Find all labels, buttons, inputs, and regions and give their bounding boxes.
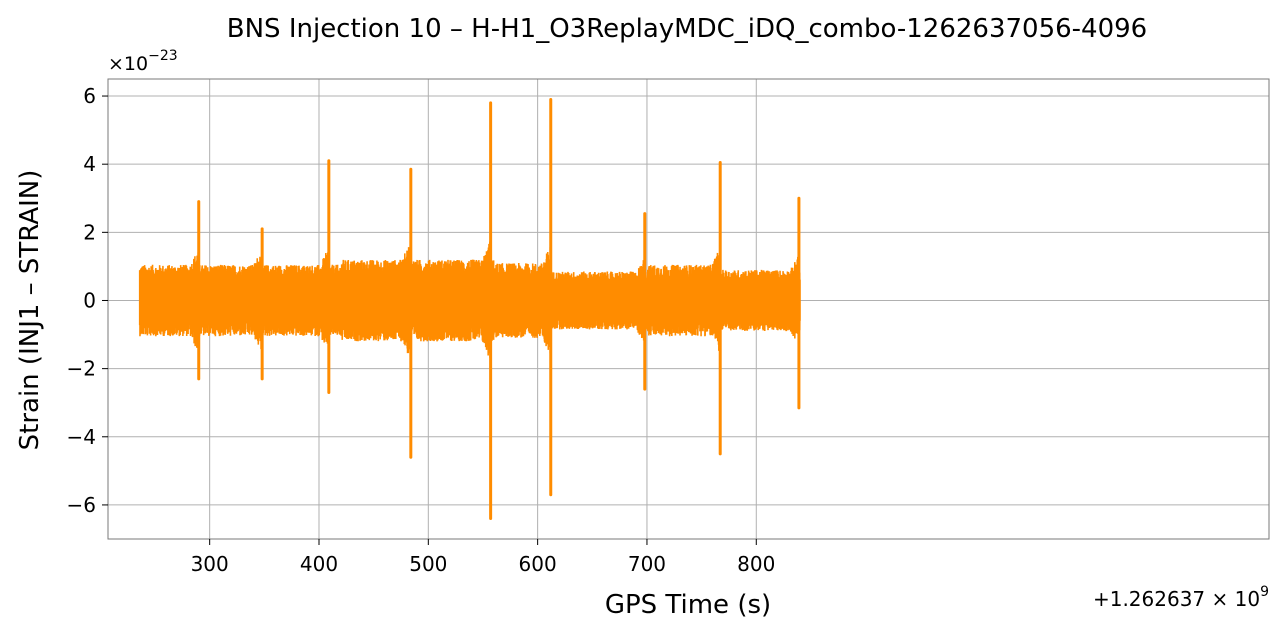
x-axis-ticks: 300 400 500 600 700 800 <box>191 539 775 576</box>
x-tick-label: 500 <box>409 552 447 576</box>
x-offset-exponent: 9 <box>1260 584 1269 600</box>
x-tick-label: 400 <box>300 552 338 576</box>
x-tick-label: 600 <box>519 552 557 576</box>
y-tick-label: −2 <box>67 357 96 381</box>
x-tick-label: 800 <box>737 552 775 576</box>
series-strain <box>138 97 801 521</box>
y-axis-ticks: −6 −4 −2 0 2 4 6 <box>67 84 108 517</box>
x-tick-label: 300 <box>191 552 229 576</box>
y-tick-label: −4 <box>67 425 96 449</box>
y-tick-label: 0 <box>83 288 96 312</box>
y-tick-label: 4 <box>83 152 96 176</box>
y-scale-multiplier: ×10−23 <box>108 48 178 75</box>
svg-text:×10−23: ×10−23 <box>108 48 178 75</box>
svg-text:+1.262637 × 109: +1.262637 × 109 <box>1093 584 1269 611</box>
y-scale-base: ×10 <box>108 53 148 75</box>
x-axis-label: GPS Time (s) <box>605 590 771 620</box>
y-tick-label: 6 <box>83 84 96 108</box>
strain-noise-trace <box>138 241 801 359</box>
y-tick-label: −6 <box>67 493 96 517</box>
plot-frame <box>107 78 1270 540</box>
x-tick-label: 700 <box>628 552 666 576</box>
y-scale-exponent: −23 <box>148 48 178 64</box>
y-tick-label: 2 <box>83 220 96 244</box>
y-axis-label: Strain (INJ1 – STRAIN) <box>15 170 45 451</box>
chart-title: BNS Injection 10 – H-H1_O3ReplayMDC_iDQ_… <box>227 14 1147 44</box>
x-offset-annotation: +1.262637 × 109 <box>1093 584 1269 611</box>
x-offset-base: +1.262637 × 10 <box>1093 587 1260 611</box>
